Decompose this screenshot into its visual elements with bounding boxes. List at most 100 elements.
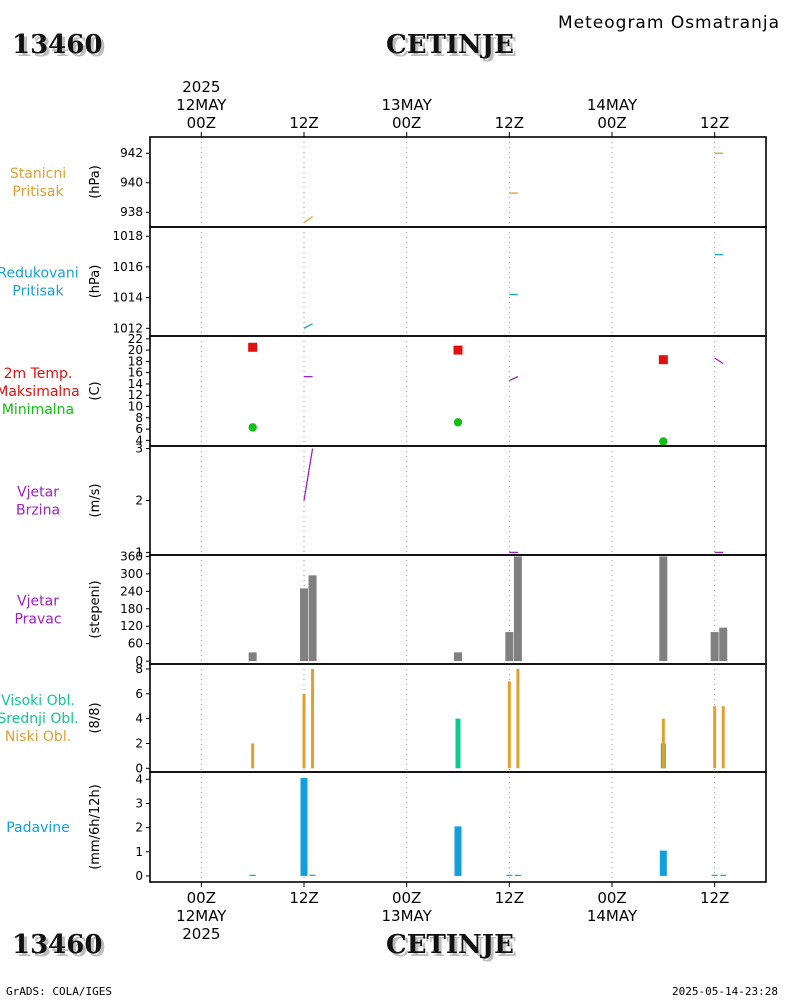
y-tick-label: 18 <box>128 354 143 368</box>
y-tick-label: 60 <box>128 637 143 651</box>
y-tick-label: 1 <box>135 845 143 859</box>
panel-label: Vjetar <box>17 594 59 610</box>
y-tick-label: 10 <box>128 400 143 414</box>
y-tick-label: 4 <box>135 712 143 726</box>
top-axis-date-label: 14MAY <box>587 96 638 114</box>
data-bar <box>721 706 725 769</box>
tmin-marker <box>659 437 668 446</box>
panel-label: Visoki Obl. <box>1 693 75 709</box>
top-axis-hour-label: 00Z <box>597 114 626 132</box>
data-bar <box>719 627 728 662</box>
data-bar <box>661 718 665 769</box>
y-tick-label: 2 <box>135 736 143 750</box>
bottom-axis-hour-label: 00Z <box>187 889 216 907</box>
y-tick-label: 6 <box>135 422 143 436</box>
y-tick-label: 1016 <box>112 260 143 274</box>
panel-label: 2m Temp. <box>4 366 73 382</box>
data-bar <box>710 632 719 662</box>
panel-label: Maksimalna <box>0 384 80 400</box>
y-tick-label: 0 <box>135 869 143 883</box>
data-bar <box>248 652 257 662</box>
station-id-bottom: 13460 <box>12 930 103 960</box>
y-tick-label: 180 <box>120 602 143 616</box>
y-tick-label: 22 <box>128 332 143 346</box>
data-bar <box>713 706 717 769</box>
panel-label: Redukovani <box>0 266 79 282</box>
bottom-axis-date-label: 12MAY <box>176 907 227 925</box>
bottom-axis-hour-label: 12Z <box>700 889 729 907</box>
station-name-bottom: CETINJE <box>386 930 514 960</box>
data-bar <box>513 556 522 662</box>
station-name-top: CETINJE <box>386 30 514 60</box>
y-tick-label: 1014 <box>112 291 143 305</box>
panel-frame <box>149 136 767 228</box>
panel-label: Srednji Obl. <box>0 711 79 727</box>
panel-padavine: 0 1 2 3 4 (mm/6h/12h) Padavine <box>6 771 767 883</box>
y-tick-label: 940 <box>120 176 143 190</box>
panel-label: Padavine <box>6 820 70 836</box>
data-bar <box>514 874 521 876</box>
y-tick-label: 1 <box>135 545 143 559</box>
data-bar <box>309 874 316 876</box>
y-tick-label: 942 <box>120 146 143 160</box>
tmax-marker <box>248 342 258 352</box>
unit-label: (hPa) <box>88 265 103 299</box>
panel-redukovani: 1012 1014 1016 1018 (hPa) Redukovani Pritisak <box>0 226 767 337</box>
panel-frame <box>149 771 767 883</box>
panel-label: Minimalna <box>2 402 74 418</box>
unit-label: (C) <box>88 381 103 400</box>
panel-oblaci: 0 2 4 6 8 (8/8) Visoki Obl. Srednji Obl. Niski O… <box>0 662 767 775</box>
y-tick-label: 4 <box>135 433 143 447</box>
data-segment <box>714 357 724 365</box>
data-bar <box>454 652 462 662</box>
bottom-axis-date-label: 13MAY <box>382 907 433 925</box>
data-bar <box>505 632 514 662</box>
data-bar <box>711 874 718 876</box>
unit-label: (m/s) <box>88 484 103 518</box>
panel-frame <box>149 554 767 665</box>
unit-label: (stepeni) <box>88 580 103 638</box>
data-bar <box>454 826 462 876</box>
y-tick-label: 938 <box>120 205 143 219</box>
tmax-marker <box>453 345 463 355</box>
y-tick-label: 0 <box>135 654 143 668</box>
bottom-axis-date-label: 14MAY <box>587 907 638 925</box>
data-bar <box>249 874 256 876</box>
panel-label: Vjetar <box>17 485 59 501</box>
top-axis-hour-label: 12Z <box>495 114 524 132</box>
panel-label: Niski Obl. <box>5 729 71 745</box>
panel-label: Stanicni <box>10 166 66 182</box>
y-tick-label: 1018 <box>112 229 143 243</box>
bottom-axis-hour-label: 00Z <box>597 889 626 907</box>
y-tick-label: 16 <box>128 366 143 380</box>
y-tick-label: 8 <box>135 411 143 425</box>
y-tick-label: 360 <box>120 549 143 563</box>
y-tick-label: 14 <box>128 377 143 391</box>
panel-frame <box>149 226 767 337</box>
y-tick-label: 3 <box>135 796 143 810</box>
tmin-marker <box>248 423 257 432</box>
top-axis-year: 2025 <box>182 78 220 96</box>
unit-label: (hPa) <box>88 165 103 199</box>
data-segment <box>303 323 313 329</box>
unit-label: (8/8) <box>88 702 103 733</box>
generation-timestamp: 2025-05-14-23:28 <box>672 985 778 998</box>
data-bar <box>308 575 317 662</box>
y-tick-label: 4 <box>135 772 143 786</box>
data-bar <box>659 850 667 876</box>
data-bar <box>507 681 511 769</box>
panel-brzina: 1 2 3 (m/s) Vjetar Brzina <box>16 442 767 559</box>
data-bar <box>300 778 308 876</box>
data-bar <box>455 718 461 769</box>
station-id-top: 13460 <box>12 30 103 60</box>
data-bar <box>506 874 513 876</box>
top-axis-hour-label: 00Z <box>392 114 421 132</box>
data-bar <box>659 556 668 662</box>
y-tick-label: 0 <box>135 761 143 775</box>
y-tick-label: 6 <box>135 687 143 701</box>
tmax-marker <box>658 355 668 365</box>
data-bar <box>311 668 315 769</box>
bottom-axis-hour-label: 12Z <box>495 889 524 907</box>
panel-label: Pritisak <box>12 184 64 200</box>
